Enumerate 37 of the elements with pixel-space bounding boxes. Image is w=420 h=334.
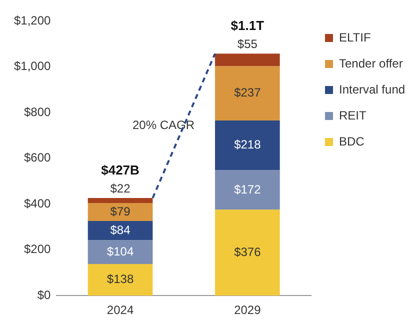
bar <box>88 240 153 264</box>
data-label: $138 <box>106 272 134 286</box>
data-label: $218 <box>234 138 262 152</box>
bar <box>88 202 153 222</box>
total-label: $427B <box>101 162 140 178</box>
y-tick-label: $1,000 <box>14 59 52 74</box>
data-label: $172 <box>234 182 262 196</box>
y-tick-label: $400 <box>24 196 52 210</box>
total-label: $1.1T <box>230 18 264 34</box>
legend-label: Interval fund <box>339 82 406 96</box>
bar <box>88 221 153 240</box>
legend-label: Tender offer <box>339 56 403 70</box>
legend-label: ELTIF <box>339 30 371 44</box>
legend-label: REIT <box>339 108 368 122</box>
data-label: $376 <box>234 244 262 259</box>
bar <box>215 120 280 170</box>
data-label: $55 <box>237 36 258 51</box>
bar <box>88 264 153 296</box>
x-tick-label: 2024 <box>106 303 134 318</box>
data-label: $104 <box>106 244 134 258</box>
x-tick-label: 2029 <box>234 303 262 318</box>
bar <box>215 210 280 296</box>
y-tick-label: $0 <box>37 288 52 302</box>
bar <box>215 54 280 66</box>
bar <box>215 66 280 120</box>
legend-label: BDC <box>339 134 365 148</box>
y-tick-label: $800 <box>24 104 52 119</box>
bar <box>88 198 153 203</box>
y-tick-label: $200 <box>24 242 52 256</box>
data-label: $237 <box>234 86 262 100</box>
annotation: 20% CAGR <box>132 118 195 132</box>
y-tick-label: $600 <box>24 150 52 165</box>
y-tick-label: $1,200 <box>14 14 52 28</box>
data-label: $79 <box>110 204 131 218</box>
data-label: $22 <box>110 181 131 196</box>
bar <box>215 170 280 210</box>
data-label: $84 <box>110 222 131 237</box>
